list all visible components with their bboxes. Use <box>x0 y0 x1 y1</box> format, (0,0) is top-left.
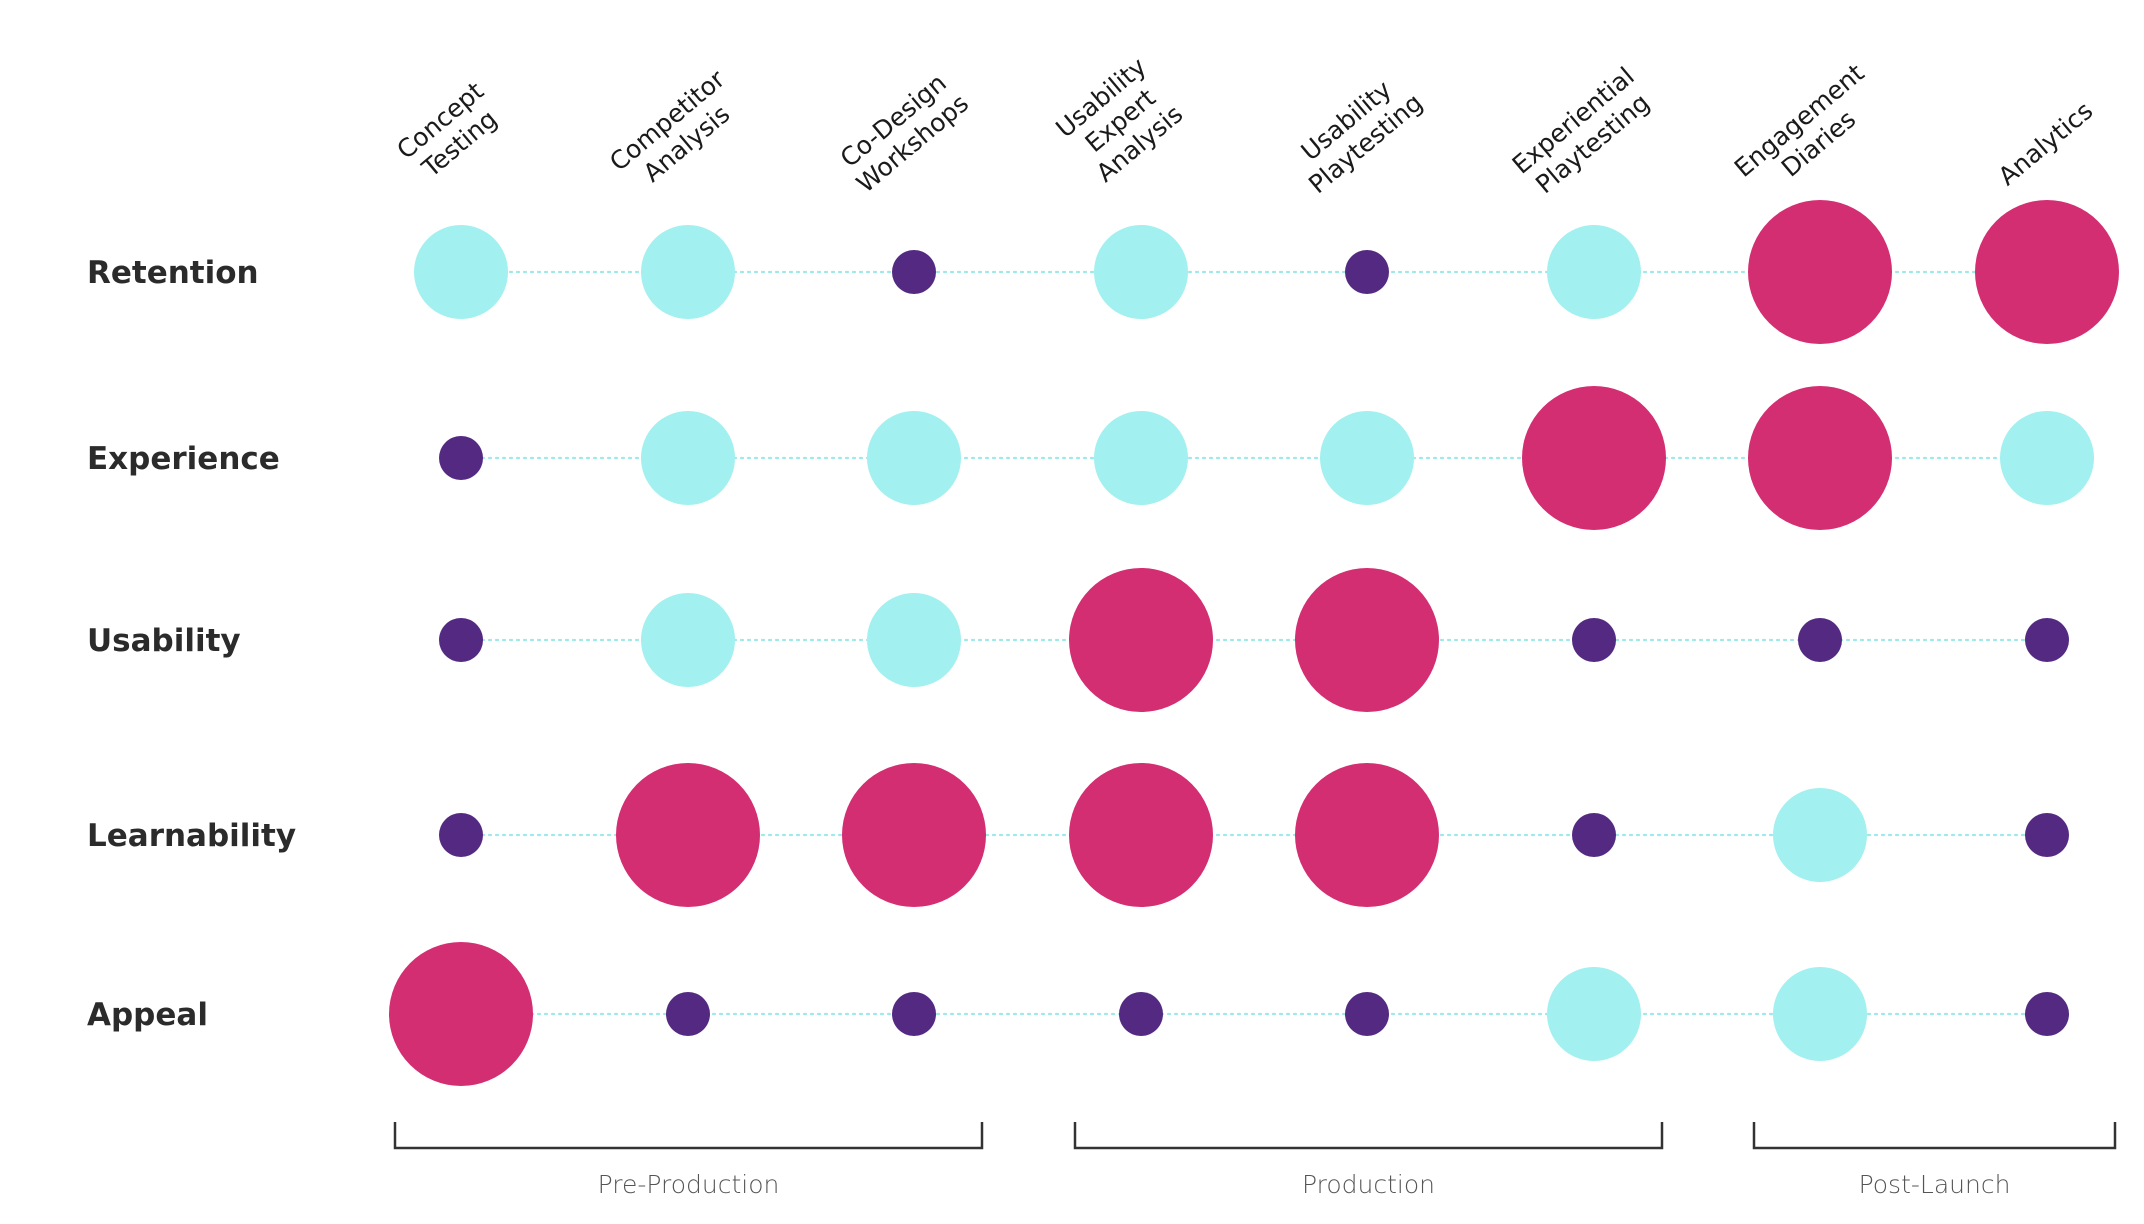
bubble-medium <box>414 225 508 319</box>
phase-bracket <box>1752 1122 2117 1150</box>
bubble-medium <box>641 411 735 505</box>
bubble-medium <box>1094 225 1188 319</box>
bubble-high <box>1748 200 1892 344</box>
bubble-medium <box>1547 967 1641 1061</box>
bubble-high <box>1069 568 1213 712</box>
bubble-low <box>1119 992 1163 1036</box>
bubble-medium <box>1547 225 1641 319</box>
bubble-low <box>439 618 483 662</box>
bubble-low <box>1345 250 1389 294</box>
bubble-low <box>2025 992 2069 1036</box>
column-label: Analytics <box>1993 96 2099 191</box>
bubble-low <box>439 436 483 480</box>
row-label: Experience <box>87 441 280 477</box>
phase-label: Pre-Production <box>598 1170 780 1199</box>
bubble-low <box>439 813 483 857</box>
bubble-medium <box>1094 411 1188 505</box>
bubbles <box>389 200 2119 1086</box>
bubble-high <box>1069 763 1213 907</box>
bubble-high <box>389 942 533 1086</box>
row-label: Learnability <box>87 818 296 854</box>
bubble-medium <box>867 411 961 505</box>
bubble-medium <box>2000 411 2094 505</box>
bubble-high <box>1295 568 1439 712</box>
bubble-low <box>1345 992 1389 1036</box>
row-label: Usability <box>87 623 241 659</box>
column-label-line: Analytics <box>1993 96 2099 191</box>
row-labels: Retention Experience Usability Learnability… <box>87 255 296 1033</box>
bubble-medium <box>1773 788 1867 882</box>
bubble-low <box>666 992 710 1036</box>
phase-bracket <box>393 1122 984 1150</box>
bubble-high <box>1975 200 2119 344</box>
bubble-medium <box>1773 967 1867 1061</box>
bubble-high <box>1522 386 1666 530</box>
bubble-medium <box>641 593 735 687</box>
bubble-high <box>842 763 986 907</box>
bubble-low <box>1572 813 1616 857</box>
bubble-low <box>892 992 936 1036</box>
bubble-high <box>616 763 760 907</box>
bubble-low <box>1572 618 1616 662</box>
bubble-high <box>1748 386 1892 530</box>
bubble-medium <box>641 225 735 319</box>
bubble-medium <box>867 593 961 687</box>
phase-bracket <box>1073 1122 1664 1150</box>
phase-label: Post-Launch <box>1859 1170 2011 1199</box>
row-label: Appeal <box>87 997 208 1033</box>
bubble-high <box>1295 763 1439 907</box>
row-label: Retention <box>87 255 259 291</box>
bubble-low <box>2025 618 2069 662</box>
row-connectors <box>459 270 2049 1016</box>
bubble-low <box>1798 618 1842 662</box>
bubble-medium <box>1320 411 1414 505</box>
bubble-low <box>2025 813 2069 857</box>
phase-brackets: Pre-Production Production Post-Launch <box>393 1122 2117 1199</box>
phase-label: Production <box>1302 1170 1435 1199</box>
bubble-low <box>892 250 936 294</box>
